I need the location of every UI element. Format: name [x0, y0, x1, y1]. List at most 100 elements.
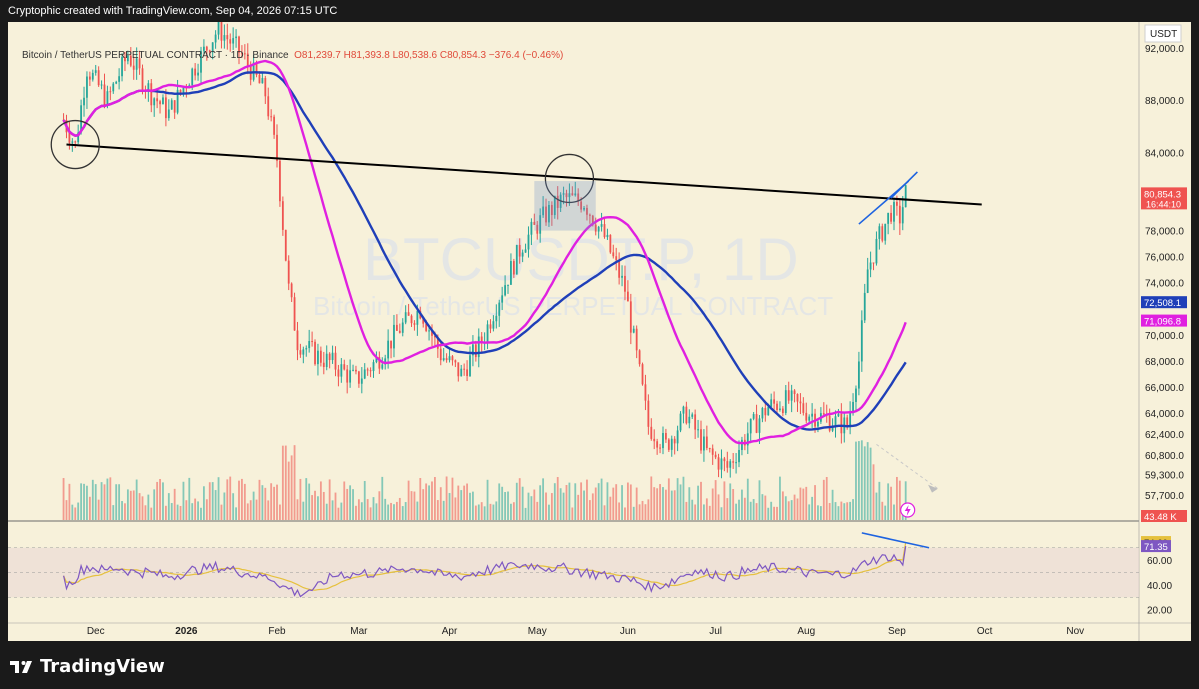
candle-body [755, 414, 758, 433]
rsi-line [63, 546, 907, 598]
volume-bar [369, 507, 372, 520]
volume-bar [395, 501, 398, 520]
candle-body [162, 97, 164, 105]
price-tick-label: 66,000.0 [1145, 383, 1184, 394]
volume-bar [483, 506, 486, 520]
candle-body [562, 193, 565, 195]
candle-body [588, 214, 591, 216]
candle-body [486, 324, 489, 342]
volume-bar [530, 496, 533, 520]
candle-body [261, 78, 264, 84]
candle-body [577, 193, 580, 202]
volume-bar [431, 481, 433, 520]
volume-bar [498, 483, 501, 520]
volume-bar [773, 506, 776, 520]
volume-bar [480, 502, 483, 520]
candle-body [515, 244, 518, 275]
price-badge-bg [1141, 296, 1187, 309]
volume-bar [676, 478, 679, 520]
volume-bar [384, 498, 387, 520]
volume-bar [591, 493, 594, 520]
candle-body [901, 207, 904, 224]
volume-bar [720, 507, 723, 520]
candle-body [118, 76, 121, 82]
volume-bar [711, 488, 714, 520]
candle-body [583, 207, 585, 210]
ohlc-low: L80,538.6 [392, 50, 438, 61]
candle-body [156, 98, 159, 102]
candle-body [893, 201, 895, 222]
volume-bar [273, 486, 275, 520]
volume-bar [314, 490, 316, 520]
tradingview-logo[interactable]: TradingView [10, 656, 165, 677]
horizontal-trendline [66, 143, 982, 206]
volume-bar [635, 487, 638, 520]
volume-bar [308, 483, 311, 520]
volume-bar [659, 484, 661, 520]
volume-bar [597, 483, 600, 520]
candle-body [498, 302, 501, 316]
volume-bar [381, 476, 384, 520]
volume-bar [840, 501, 843, 520]
volume-bar [825, 477, 828, 520]
time-axis: Dec 2026 Feb Mar Apr May Jun Jul Aug Sep Oct Nov [87, 626, 1084, 637]
volume-bar [808, 504, 811, 520]
candle-body [200, 50, 202, 73]
candle-body [670, 438, 673, 450]
ohlc-change: −376.4 (−0.46%) [488, 50, 564, 61]
volume-bar [226, 479, 229, 520]
candle-body [732, 461, 735, 463]
candle-body [659, 447, 661, 449]
volume-bar [641, 500, 644, 520]
price-tick-label: 64,000.0 [1145, 409, 1184, 420]
lightning-icon [900, 502, 916, 518]
candle-body [194, 68, 197, 76]
price-badge-bg [1141, 510, 1187, 522]
candle-body [477, 336, 480, 358]
candle-body [872, 262, 875, 264]
candle-body [802, 403, 805, 413]
price-tick-label: 84,000.0 [1145, 148, 1184, 159]
volume-bar [328, 479, 331, 520]
candle-body [568, 193, 571, 198]
volume-bar [548, 504, 550, 520]
volume-bar [442, 500, 445, 520]
candle-body [875, 238, 878, 264]
candle-body [898, 205, 901, 224]
candle-body [834, 416, 837, 427]
volume-bar [378, 491, 381, 520]
volume-bar [293, 445, 296, 520]
volume-bar [583, 490, 585, 520]
volume-bar [147, 494, 150, 520]
chart-panel[interactable]: BTCUSDT.P, 1D Bitcoin / TetherUS PERPETUA… [8, 22, 1191, 641]
candle-body [773, 399, 776, 404]
candle-body [284, 229, 287, 261]
volume-bar [436, 500, 439, 520]
candle-body [586, 207, 588, 215]
volume-bar [518, 478, 521, 520]
candle-body [656, 441, 659, 448]
volume-bar [665, 489, 667, 520]
volume-bar [317, 496, 319, 520]
volume-bar [355, 505, 357, 520]
volume-bar [454, 497, 457, 520]
volume-bar [866, 442, 869, 520]
volume-bar [790, 500, 793, 520]
circle-marker-right [544, 153, 595, 204]
volume-bar [477, 504, 480, 520]
candle-body [121, 56, 123, 77]
volume-bar [881, 501, 884, 520]
candle-body [124, 56, 126, 62]
candle-body [545, 206, 547, 223]
volume-bar [629, 484, 632, 520]
candle-body [691, 414, 694, 417]
volume-bar [834, 502, 837, 520]
volume-bar [223, 492, 226, 520]
volume-bar [159, 478, 161, 520]
volume-bar [694, 504, 697, 520]
candle-body [507, 284, 509, 286]
candle-body [518, 244, 521, 257]
candle-body [644, 384, 647, 401]
volume-bar [542, 478, 545, 520]
